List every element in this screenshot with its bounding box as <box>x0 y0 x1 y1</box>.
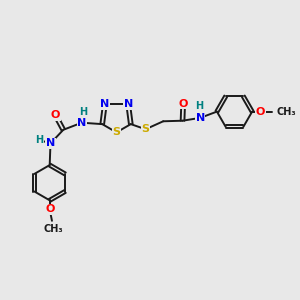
Text: CH₃: CH₃ <box>43 224 63 234</box>
Text: H: H <box>79 107 87 117</box>
Text: O: O <box>51 110 60 120</box>
Text: H: H <box>36 135 44 145</box>
Text: O: O <box>178 99 188 109</box>
Text: N: N <box>100 99 110 109</box>
Text: O: O <box>256 106 266 117</box>
Text: H: H <box>195 101 203 112</box>
Text: O: O <box>45 204 54 214</box>
Text: S: S <box>142 124 150 134</box>
Text: N: N <box>46 139 55 148</box>
Text: S: S <box>112 128 121 137</box>
Text: CH₃: CH₃ <box>276 106 296 117</box>
Text: N: N <box>77 118 86 128</box>
Text: N: N <box>196 113 205 123</box>
Text: N: N <box>124 99 133 109</box>
